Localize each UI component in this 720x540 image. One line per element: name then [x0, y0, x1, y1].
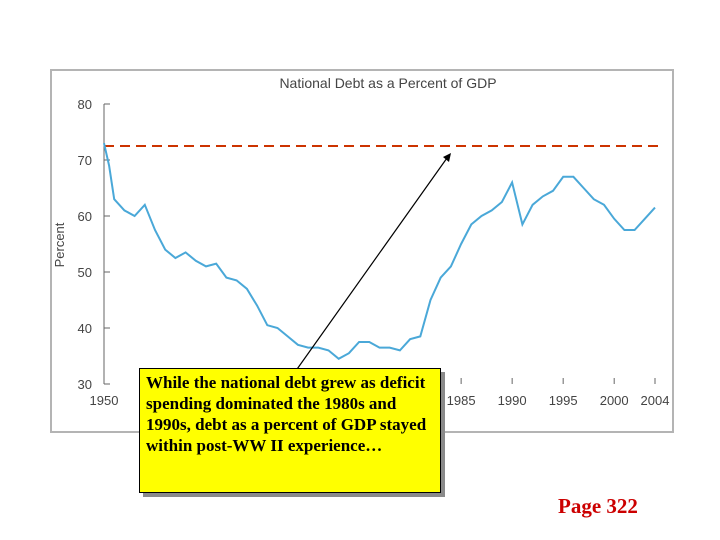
y-tick-label: 80: [78, 97, 92, 112]
chart-title: National Debt as a Percent of GDP: [279, 75, 496, 91]
x-tick-label: 1995: [549, 393, 578, 408]
y-axis-label: Percent: [52, 222, 67, 267]
y-tick-label: 50: [78, 265, 92, 280]
callout-box: While the national debt grew as deficit …: [139, 368, 441, 493]
annotation-arrow-head: [443, 153, 451, 162]
y-tick-label: 70: [78, 153, 92, 168]
y-tick-label: 40: [78, 321, 92, 336]
x-ticks: 1950 1985 1990 1995 2000 2004: [90, 378, 670, 408]
x-tick-label: 1950: [90, 393, 119, 408]
x-tick-label: 1990: [498, 393, 527, 408]
x-tick-label: 2004: [641, 393, 670, 408]
x-tick-label: 2000: [600, 393, 629, 408]
page-number-label: Page 322: [558, 494, 638, 518]
series-line: [103, 142, 656, 361]
x-tick-label: 1985: [447, 393, 476, 408]
y-ticks: 30 40 50 60 70 80: [78, 97, 110, 392]
y-tick-label: 60: [78, 209, 92, 224]
y-tick-label: 30: [78, 377, 92, 392]
annotation-arrow-line: [294, 157, 448, 373]
